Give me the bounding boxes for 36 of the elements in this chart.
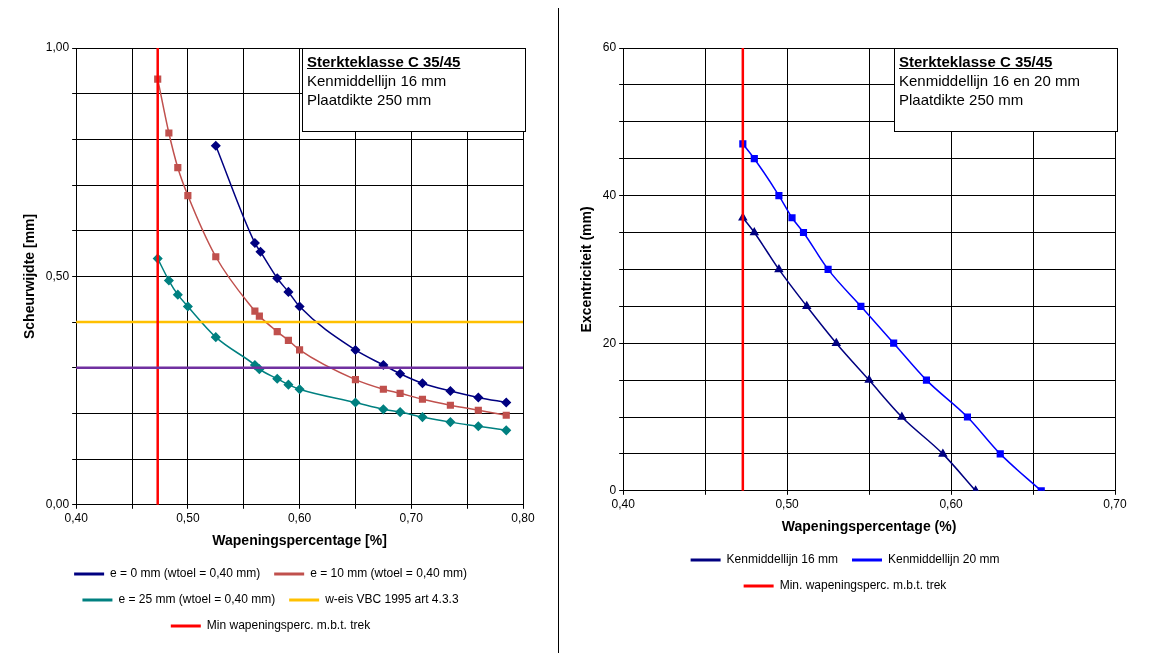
x-tick-label: 0,70 — [1103, 497, 1127, 512]
legend-label: e = 10 mm (wtoel = 0,40 mm) — [310, 566, 467, 581]
y-tick-label: 20 — [602, 335, 617, 350]
x-tick-label: 0,60 — [939, 497, 964, 512]
annotation: Kenmiddellijn 16 mm — [307, 71, 448, 90]
x-tick-label: 0,50 — [775, 497, 800, 512]
annotation: Kenmiddellijn 16 en 20 mm — [899, 71, 1081, 90]
note-box: Sterkteklasse C 35/45 Kenmiddellijn 16 mm Plaatdikte 250 mm — [302, 48, 526, 132]
x-tick-label: 0,70 — [399, 511, 424, 526]
legend-label: w-eis VBC 1995 art 4.3.3 — [324, 592, 459, 607]
y-tick-label: 60 — [602, 40, 617, 55]
legend-label: Min wapeningsperc. m.b.t. trek — [206, 618, 372, 633]
annotation: Sterkteklasse C 35/45 — [307, 52, 462, 71]
annotation: Plaatdikte 250 mm — [307, 90, 433, 109]
x-tick-label: 0,60 — [287, 511, 312, 526]
y-axis-title: Scheurwijdte [mm] — [21, 213, 38, 340]
annotation: Plaatdikte 250 mm — [899, 90, 1025, 109]
y-tick-label: 0,50 — [45, 268, 70, 283]
x-axis-title: Wapeningspercentage [%] — [212, 532, 387, 549]
legend-label: e = 0 mm (wtoel = 0,40 mm) — [110, 566, 261, 581]
y-tick-label: 1,00 — [45, 40, 70, 55]
y-tick-label: 0 — [609, 483, 617, 498]
y-axis-title: Excentriciteit (mm) — [578, 206, 595, 333]
x-tick-label: 0,40 — [611, 497, 636, 512]
y-tick-label: 0,00 — [45, 497, 70, 512]
legend-label: Kenmiddellijn 20 mm — [888, 552, 1000, 567]
x-axis-title: Wapeningspercentage (%) — [781, 518, 957, 535]
x-tick-label: 0,50 — [176, 511, 200, 526]
note-box: Sterkteklasse C 35/45 Kenmiddellijn 16 en 20 mm Plaatdikte 250 mm — [894, 48, 1118, 132]
x-tick-label: 0,40 — [64, 511, 89, 526]
legend-label: Kenmiddellijn 16 mm — [726, 552, 839, 567]
x-tick-label: 0,80 — [511, 511, 535, 526]
legend-label: Min. wapeningsperc. m.b.t. trek — [779, 578, 948, 593]
legend-label: e = 25 mm (wtoel = 0,40 mm) — [118, 592, 276, 607]
y-tick-label: 40 — [602, 187, 617, 202]
annotation: Sterkteklasse C 35/45 — [899, 52, 1054, 71]
